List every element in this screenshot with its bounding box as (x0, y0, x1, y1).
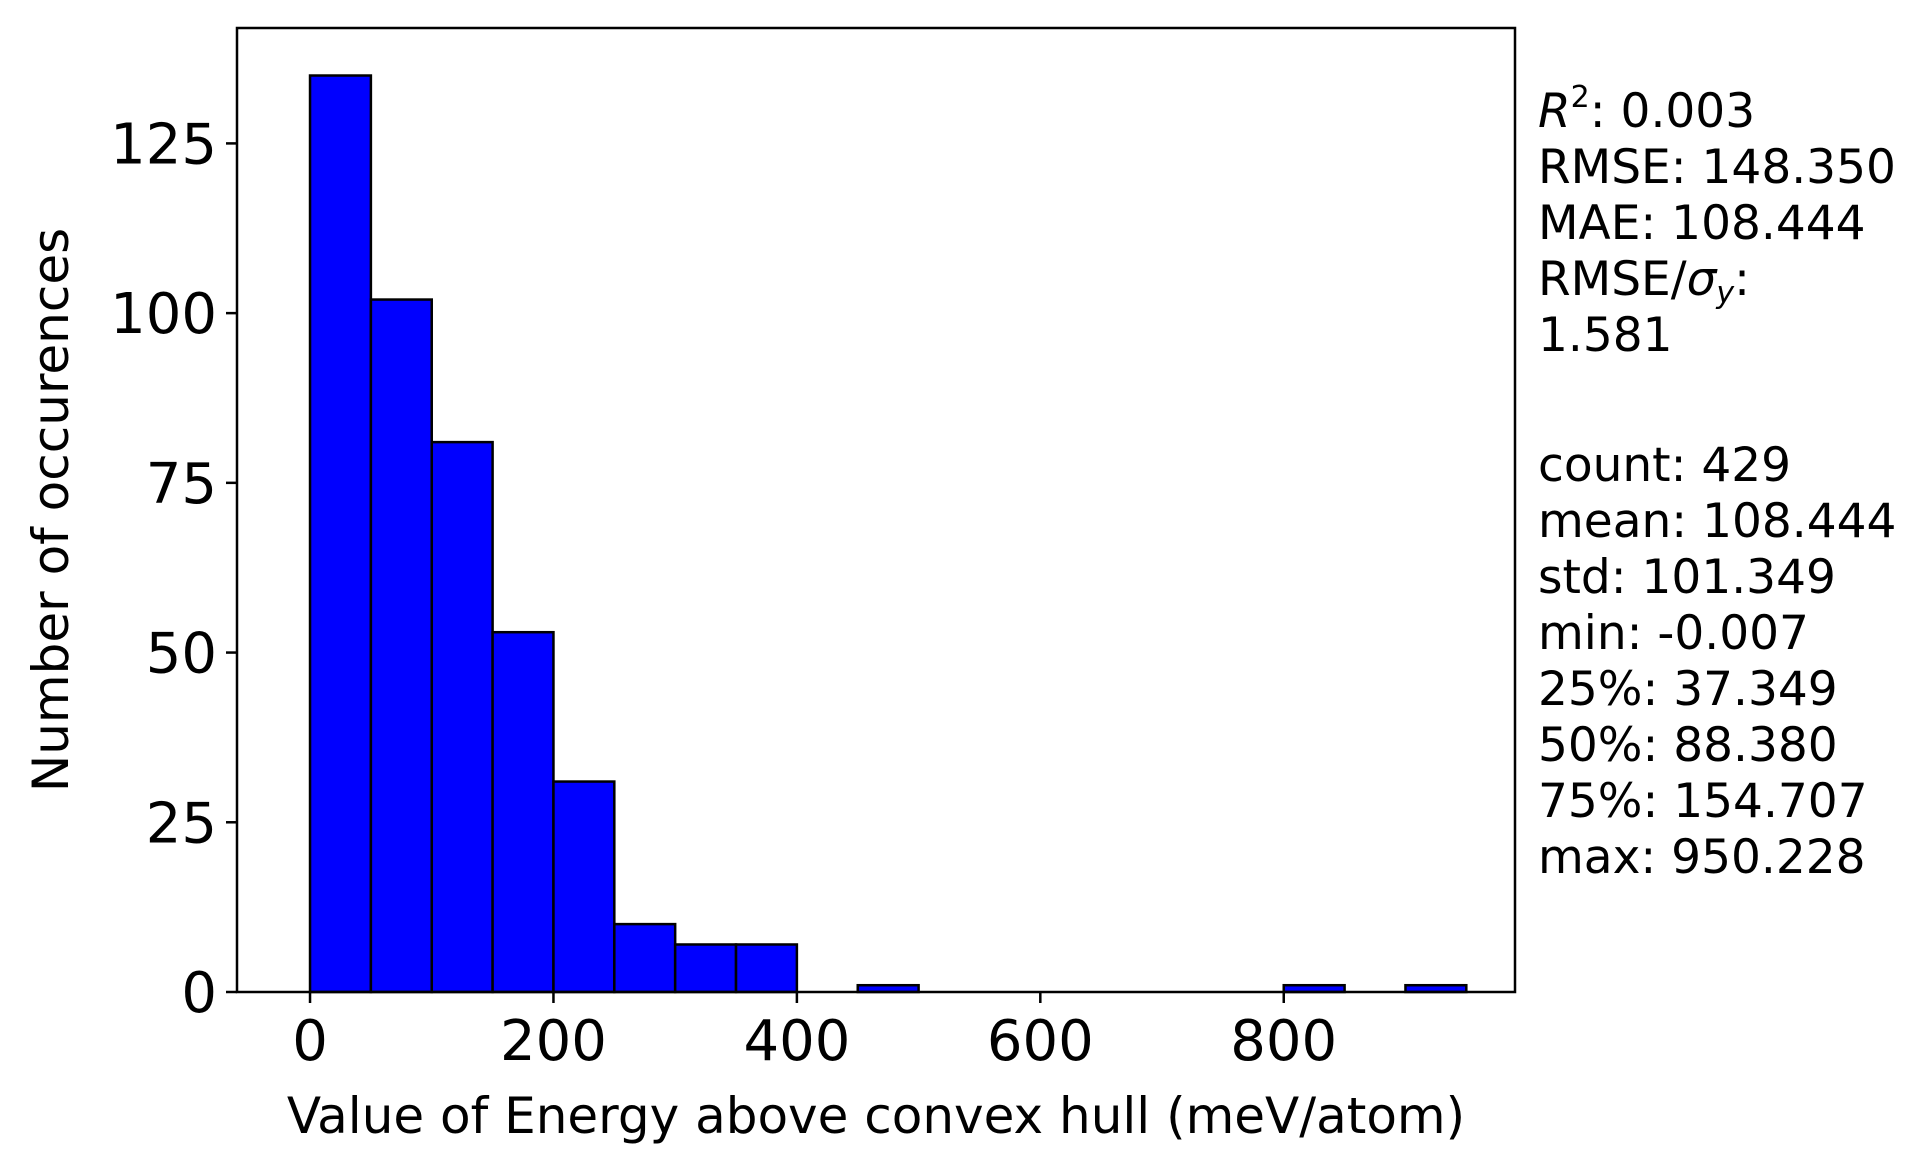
plot-frame (235, 26, 1517, 994)
histogram-bar (430, 440, 494, 994)
x-tick-label: 600 (987, 1009, 1094, 1074)
rmse-stat: RMSE: 148.350 (1538, 140, 1896, 195)
sigma-symbol: σ (1686, 252, 1717, 307)
rmse-sigma-stat: RMSE/σy: (1538, 252, 1928, 311)
y-tick-label: 100 (110, 282, 217, 347)
rmse-sigma-prefix: RMSE/ (1538, 252, 1687, 307)
y-tick-label: 50 (146, 622, 217, 687)
y-tick-label: 125 (110, 112, 217, 177)
histogram-bar (552, 780, 616, 994)
histogram-bar (734, 943, 799, 994)
stats-spacer (1538, 364, 1928, 438)
min-stat: min: -0.007 (1538, 606, 1809, 661)
count-stat: count: 429 (1538, 438, 1792, 493)
x-tick-label: 0 (292, 1009, 328, 1074)
mae-stat: MAE: 108.444 (1538, 196, 1866, 251)
histogram-bar (369, 298, 433, 994)
histogram-bar (308, 74, 373, 994)
x-axis-ticks: 0 200 400 600 800 (292, 992, 1337, 1074)
p50-stat: 50%: 88.380 (1538, 718, 1838, 773)
x-axis-label: Value of Energy above convex hull (meV/a… (287, 1087, 1465, 1145)
x-tick-label: 200 (500, 1009, 607, 1074)
y-tick-label: 75 (146, 452, 217, 517)
x-tick-label: 400 (743, 1009, 850, 1074)
x-tick-label: 800 (1230, 1009, 1337, 1074)
y-axis-label: Number of occurences (22, 228, 80, 792)
histogram-bar (491, 630, 555, 994)
max-stat: max: 950.228 (1538, 830, 1866, 885)
y-tick-label: 0 (181, 961, 217, 1026)
histogram-bar (613, 922, 677, 994)
y-axis-ticks: 0 25 50 75 100 125 (110, 112, 237, 1026)
sigma-subscript: y (1716, 276, 1735, 311)
y-tick-label: 25 (146, 791, 217, 856)
r2-symbol: R (1538, 84, 1571, 139)
r2-value: : 0.003 (1589, 84, 1756, 139)
p25-stat: 25%: 37.349 (1538, 662, 1838, 717)
rmse-sigma-suffix: : (1734, 252, 1750, 307)
histogram-bars (308, 74, 1468, 994)
rmse-sigma-value: 1.581 (1538, 308, 1673, 363)
histogram-bar (673, 943, 738, 994)
mean-stat: mean: 108.444 (1538, 494, 1897, 549)
r2-superscript: 2 (1570, 80, 1590, 115)
p75-stat: 75%: 154.707 (1538, 774, 1868, 829)
r2-stat: R2: 0.003 (1538, 83, 1928, 140)
regression-stats-panel: R2: 0.003 RMSE: 148.350 MAE: 108.444 RMS… (1538, 83, 1928, 886)
std-stat: std: 101.349 (1538, 550, 1836, 605)
